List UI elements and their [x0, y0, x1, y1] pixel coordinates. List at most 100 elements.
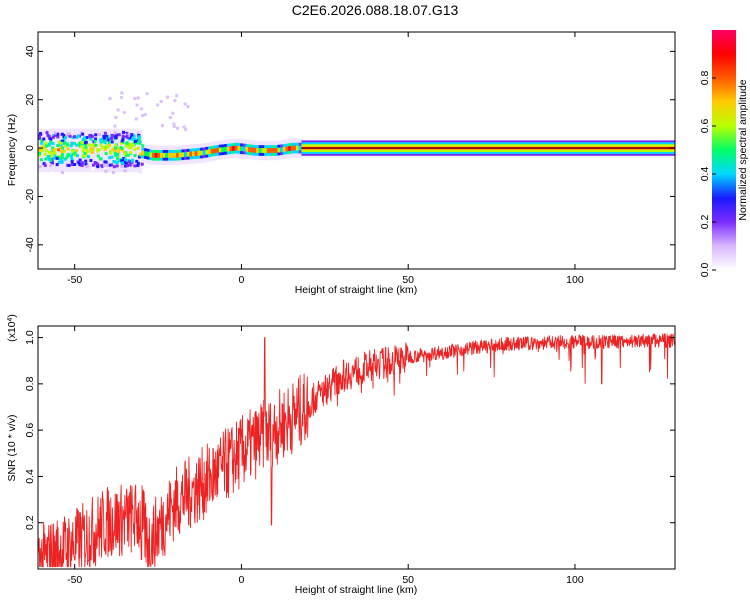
snr-y-ticks: 1.0 0.8 0.6 0.4 0.2 [24, 330, 675, 530]
spectrogram-cell [114, 136, 118, 140]
spectrogram-band-core [237, 145, 241, 151]
x-tick-label: 100 [566, 574, 584, 586]
spectrogram-cell [89, 146, 93, 150]
spectrogram-cell [110, 155, 114, 159]
spectrogram-cell [84, 175, 88, 179]
spectrogram-cell [107, 143, 111, 147]
spectrogram-band-core [290, 145, 294, 151]
spectrogram-cell [38, 153, 42, 157]
spectrogram-cell [83, 139, 87, 143]
spectrogram-band-core [141, 150, 145, 156]
spectrogram-cell [120, 91, 124, 95]
spectrogram-band-core [232, 145, 236, 151]
spectrogram-cell [69, 154, 73, 158]
x-tick-label: -50 [67, 574, 82, 586]
spectrogram-cell [58, 143, 62, 147]
spectrogram-cell [97, 148, 101, 152]
x-tick-label: 50 [402, 274, 414, 286]
spectrogram-halo [126, 128, 131, 173]
x-tick-label: 0 [239, 274, 245, 286]
spectrogram-cell [73, 151, 77, 155]
spectrogram-cell [117, 133, 121, 137]
spectrogram-cell [121, 134, 125, 138]
spectrogram-cell [80, 161, 84, 165]
spectrogram-cell [121, 161, 125, 165]
spectrogram-band-core [197, 150, 201, 156]
spectrogram-halo [138, 129, 143, 174]
spectrogram-cell [53, 131, 57, 135]
spectrogram-cell [70, 158, 74, 162]
spectrogram-cell [54, 155, 58, 159]
spectrogram-cell [100, 164, 104, 168]
spectrogram-cell [136, 146, 140, 150]
y-tick-label: 0.8 [24, 376, 36, 391]
spectrogram-cell [52, 134, 56, 138]
spectrogram-cell [115, 156, 119, 160]
spectrogram-cell [99, 138, 103, 142]
spectrogram-band-core [298, 145, 302, 151]
spectrogram-cell [138, 140, 142, 144]
spectrogram-cell [186, 105, 190, 109]
x-tick-label: -50 [67, 274, 82, 286]
spectrogram-cell [85, 180, 89, 184]
spectrogram-band-core [234, 145, 238, 151]
spectrogram-y-label: Frequency (Hz) [6, 114, 18, 186]
spectrogram-cell [74, 154, 78, 158]
spectrogram-band-core [208, 149, 212, 155]
spectrogram-cell [175, 126, 179, 130]
spectrogram-cell [43, 152, 47, 156]
spectrogram-cell [105, 164, 109, 168]
spectrogram-cell [130, 137, 134, 141]
spectrogram-cell [136, 96, 140, 100]
spectrogram-cell [90, 150, 94, 154]
spectrogram-cell [99, 157, 103, 161]
spectrogram-cell [115, 164, 119, 168]
spectrogram-cell [114, 116, 118, 120]
spectrogram-cell [143, 113, 147, 117]
spectrogram-halo [106, 128, 111, 173]
spectrogram-cell [81, 149, 85, 153]
spectrogram-cell [63, 136, 67, 140]
spectrogram-band-core [224, 146, 228, 152]
spectrogram-cell [65, 156, 69, 160]
y-tick-label: 0 [24, 145, 36, 151]
spectrogram-band-core [165, 152, 169, 158]
spectrogram-cell [84, 141, 88, 145]
spectrogram-cell [119, 96, 123, 100]
spectrogram-cell [117, 151, 121, 155]
spectrogram-band-core [282, 146, 286, 152]
colorbar-gradient [712, 30, 736, 270]
spectrogram-cell [88, 135, 92, 139]
spectrogram-band-core [258, 148, 262, 153]
spectrogram-cell [98, 120, 102, 124]
spectrogram-cell [96, 154, 100, 158]
y-tick-label: 20 [24, 94, 36, 106]
spectrogram-cell [60, 156, 64, 160]
spectrogram-cell [43, 163, 47, 167]
spectrogram-cell [57, 140, 61, 144]
spectrogram-cell [38, 132, 42, 136]
spectrogram-cell [113, 124, 117, 128]
spectrogram-cell [78, 158, 82, 162]
y-tick-label: 0.2 [24, 515, 36, 530]
spectrogram-x-ticks: -50 0 50 100 [67, 32, 584, 286]
spectrogram-band-core [162, 152, 166, 158]
spectrogram-cell [42, 144, 46, 148]
spectrogram-cell [173, 98, 177, 102]
spectrogram-cell [89, 148, 93, 152]
spectrogram-cell [70, 141, 74, 145]
spectrogram-cell [80, 140, 84, 144]
spectrogram-cell [133, 164, 137, 168]
spectrogram-cell [99, 140, 103, 144]
spectrogram-cell [56, 135, 60, 139]
spectrogram-cell [72, 142, 76, 146]
spectrogram-cell [93, 160, 97, 164]
spectrogram-cell [104, 134, 108, 138]
spectrogram-cell [140, 162, 144, 166]
colorbar-tick-label: 0.2 [699, 215, 711, 230]
spectrogram-cell [128, 163, 132, 167]
spectrogram-cell [53, 133, 57, 137]
spectrogram-cell [62, 138, 66, 142]
spectrogram-cell [56, 132, 60, 136]
